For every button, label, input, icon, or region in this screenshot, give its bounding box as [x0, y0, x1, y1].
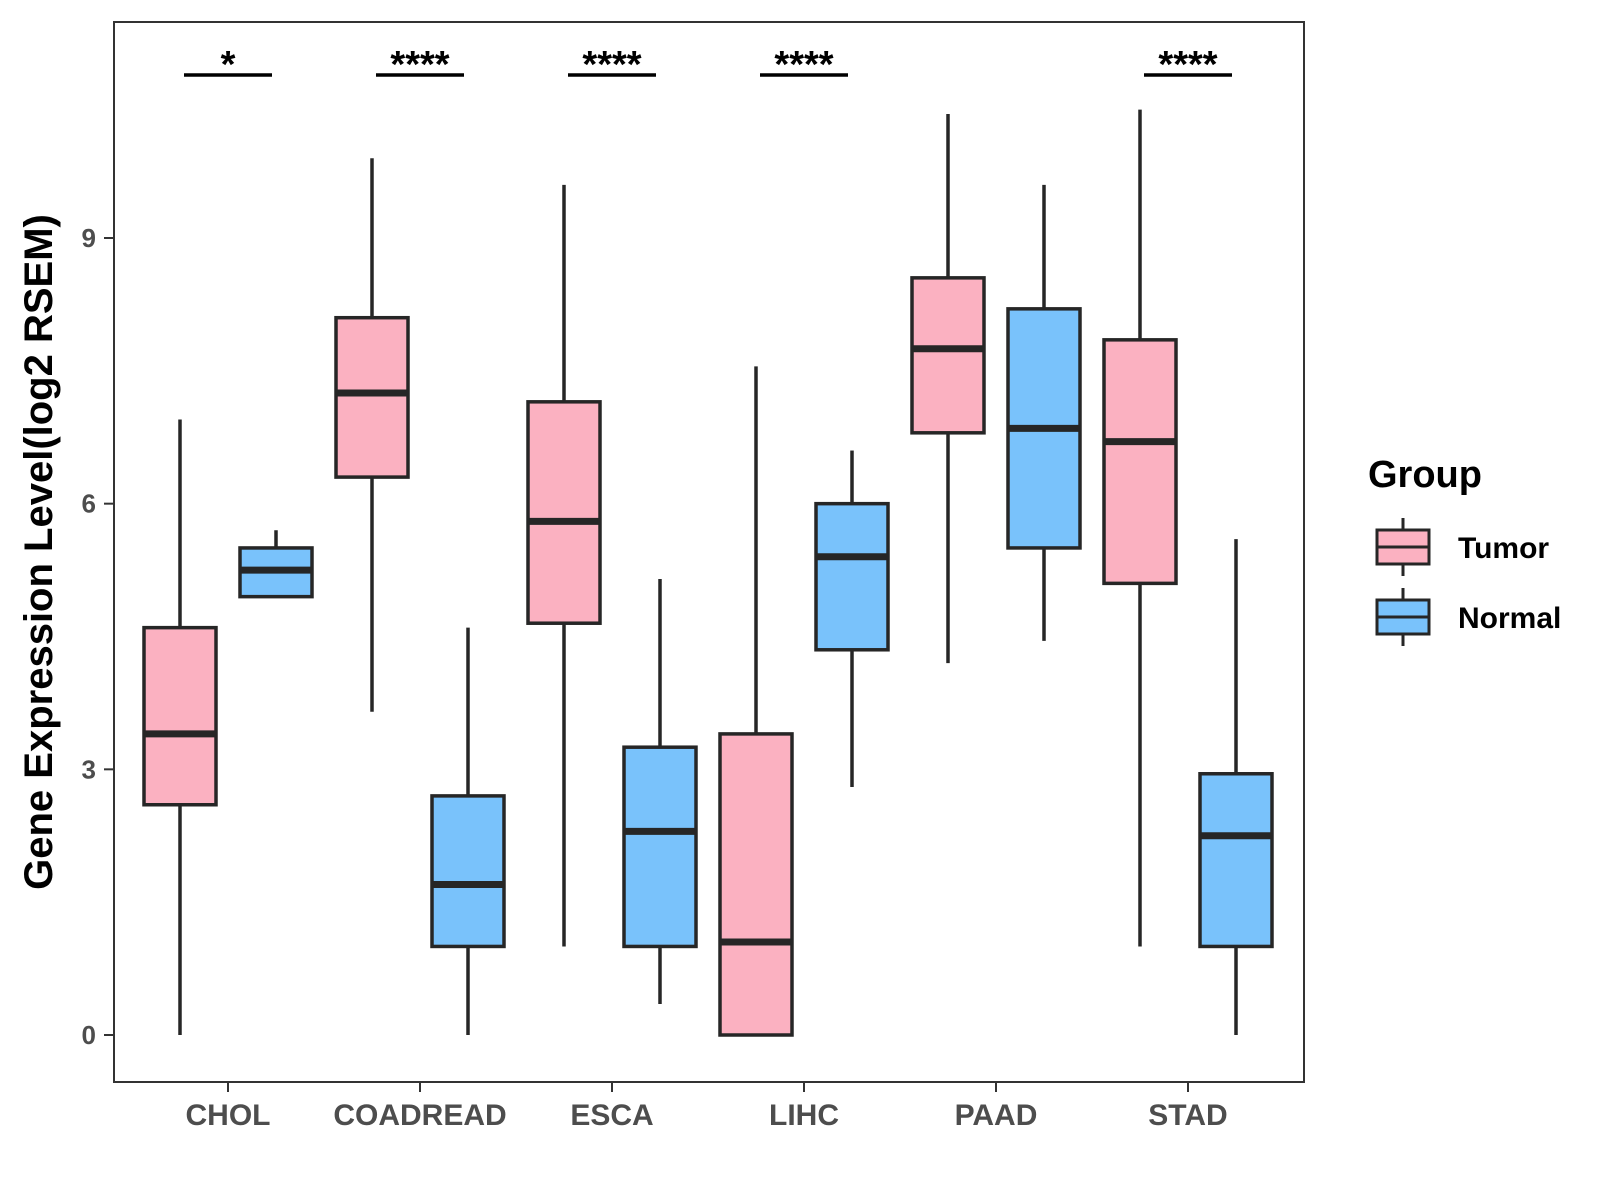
box-tumor-lihc	[718, 366, 794, 1037]
significance-label: ****	[390, 44, 449, 86]
box-iqr	[1198, 772, 1274, 949]
legend-key-normal	[1375, 588, 1431, 646]
box-tumor-coadread	[334, 158, 410, 712]
legend-label-normal: Normal	[1458, 602, 1561, 635]
box-tumor-paad	[910, 114, 986, 664]
plot-panel-border	[113, 21, 1305, 1083]
y-axis-title: Gene Expression Level(log2 RSEM)	[17, 214, 61, 890]
box-iqr	[1102, 338, 1178, 586]
legend: Group Tumor Normal	[1368, 454, 1561, 646]
x-tick-label: PAAD	[955, 1099, 1038, 1132]
box-normal-coadread	[430, 627, 506, 1035]
y-tick-label: 6	[82, 489, 96, 519]
significance-label: ****	[582, 44, 641, 86]
box-normal-lihc	[814, 450, 890, 788]
box-tumor-esca	[526, 184, 602, 947]
box-iqr	[814, 501, 890, 652]
significance-label: *	[221, 44, 236, 86]
box-iqr	[526, 400, 602, 625]
significance-layer: * **** **** **** ****	[184, 44, 1232, 86]
significance-label: ****	[774, 44, 833, 86]
boxes-layer	[142, 109, 1274, 1037]
box-normal-esca	[622, 578, 698, 1005]
legend-title: Group	[1368, 454, 1482, 496]
box-iqr	[334, 315, 410, 479]
y-tick-label: 3	[82, 754, 96, 784]
box-tumor-chol	[142, 419, 218, 1035]
box-iqr	[142, 625, 218, 807]
box-normal-paad	[1006, 184, 1082, 641]
axes-layer: 0 3 6 9 CHOL COADREAD ESCA LIHC PAAD STAD	[82, 223, 1228, 1132]
y-tick-label: 9	[82, 223, 96, 253]
y-tick-label: 0	[82, 1020, 96, 1050]
x-tick-label: STAD	[1148, 1099, 1227, 1132]
box-iqr	[718, 732, 794, 1037]
box-iqr	[622, 745, 698, 949]
box-normal-chol	[238, 530, 314, 599]
x-tick-label: CHOL	[186, 1099, 271, 1132]
legend-key-tumor	[1375, 518, 1431, 576]
box-iqr	[430, 794, 506, 949]
x-tick-label: COADREAD	[333, 1099, 506, 1132]
x-tick-label: ESCA	[570, 1099, 653, 1132]
significance-label: ****	[1158, 44, 1217, 86]
box-iqr	[910, 276, 986, 435]
legend-label-tumor: Tumor	[1458, 532, 1549, 565]
x-tick-label: LIHC	[769, 1099, 839, 1132]
box-tumor-stad	[1102, 109, 1178, 947]
box-normal-stad	[1198, 539, 1274, 1035]
